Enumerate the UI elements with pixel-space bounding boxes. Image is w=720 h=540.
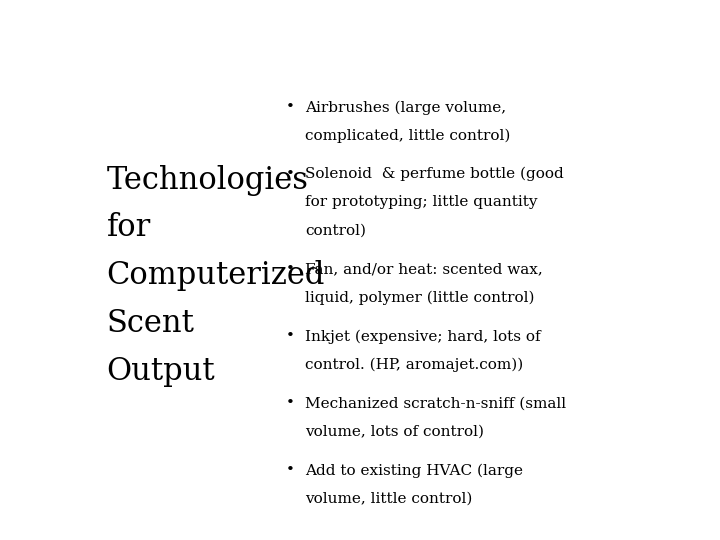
Text: •: • — [285, 396, 294, 410]
Text: complicated, little control): complicated, little control) — [305, 129, 510, 143]
Text: Mechanized scratch-n-sniff (small: Mechanized scratch-n-sniff (small — [305, 396, 566, 410]
Text: •: • — [285, 167, 294, 181]
Text: •: • — [285, 329, 294, 343]
Text: •: • — [285, 463, 294, 477]
Text: volume, little control): volume, little control) — [305, 491, 472, 505]
Text: volume, lots of control): volume, lots of control) — [305, 424, 484, 438]
Text: Solenoid  & perfume bottle (good: Solenoid & perfume bottle (good — [305, 167, 564, 181]
Text: Inkjet (expensive; hard, lots of: Inkjet (expensive; hard, lots of — [305, 329, 541, 343]
Text: Airbrushes (large volume,: Airbrushes (large volume, — [305, 100, 506, 114]
Text: for prototyping; little quantity: for prototyping; little quantity — [305, 195, 537, 210]
Text: control): control) — [305, 224, 366, 238]
Text: Technologies: Technologies — [107, 165, 309, 195]
Text: Computerized: Computerized — [107, 260, 325, 291]
Text: Output: Output — [107, 356, 215, 387]
Text: Scent: Scent — [107, 308, 194, 339]
Text: Fan, and/or heat: scented wax,: Fan, and/or heat: scented wax, — [305, 262, 543, 276]
Text: for: for — [107, 212, 151, 244]
Text: control. (HP, aromajet.com)): control. (HP, aromajet.com)) — [305, 357, 523, 372]
Text: •: • — [285, 262, 294, 276]
Text: Add to existing HVAC (large: Add to existing HVAC (large — [305, 463, 523, 477]
Text: •: • — [285, 100, 294, 114]
Text: liquid, polymer (little control): liquid, polymer (little control) — [305, 291, 534, 305]
